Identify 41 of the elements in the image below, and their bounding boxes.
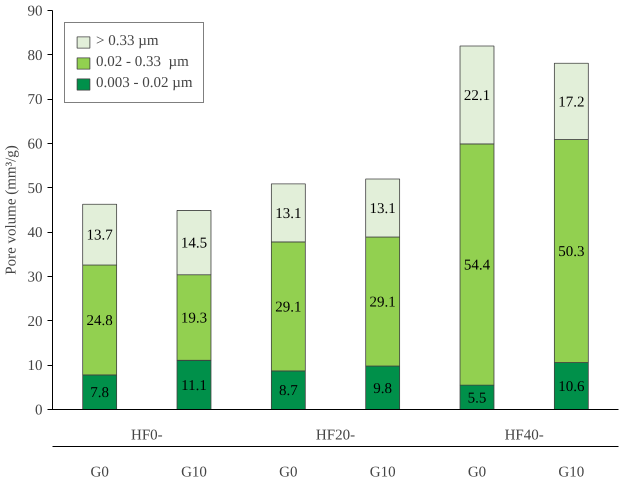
data-label: 11.1 [181, 378, 207, 394]
data-label: 54.4 [464, 258, 491, 274]
text: HF40- [504, 428, 544, 444]
y-axis-title: Pore volume (mm³/g) [4, 145, 20, 275]
data-label: 5.5 [468, 390, 486, 406]
legend-label: > 0.33 µm [96, 33, 159, 50]
data-label: 24.8 [86, 312, 113, 329]
x-tick-label: G10 [370, 464, 396, 480]
data-label: 29.1 [370, 294, 396, 311]
legend-label: 0.003 - 0.02 µm [96, 75, 193, 92]
x-tick-label: G0 [468, 464, 486, 480]
y-tick-label: 80 [28, 48, 42, 64]
data-label: 10.6 [558, 379, 585, 396]
y-tick-label: 70 [28, 92, 42, 108]
y-tick-label: 0 [35, 402, 42, 418]
data-label: 7.8 [90, 385, 110, 402]
x-tick-label: G0 [90, 464, 109, 480]
x-tick-label: G10 [558, 464, 584, 480]
data-label: 14.5 [180, 236, 208, 252]
x-tick-label: G10 [181, 464, 207, 480]
data-label: 29.1 [275, 299, 302, 316]
y-tick-label: 90 [28, 4, 42, 20]
y-tick-label: 60 [28, 136, 42, 152]
y-tick-label: 40 [28, 225, 42, 242]
data-label: 22.1 [464, 88, 490, 104]
y-tick-label: 50 [28, 180, 42, 197]
data-label: 19.3 [180, 310, 208, 327]
y-tick-label: 10 [28, 358, 42, 374]
y-tick-label: 20 [28, 314, 42, 330]
data-label: 8.7 [278, 383, 298, 400]
data-label: 50.3 [558, 244, 584, 260]
legend-label: 0.02 - 0.33 µm [96, 54, 189, 71]
data-label: 13.7 [86, 228, 114, 244]
text: HF0- [131, 428, 163, 444]
data-label: 9.8 [373, 380, 392, 397]
y-tick-label: 30 [28, 270, 42, 286]
data-label: 13.1 [275, 206, 302, 222]
data-label: 13.1 [370, 201, 396, 218]
text: HF20- [316, 428, 356, 444]
x-tick-label: G0 [279, 464, 298, 480]
data-label: 17.2 [558, 94, 584, 110]
